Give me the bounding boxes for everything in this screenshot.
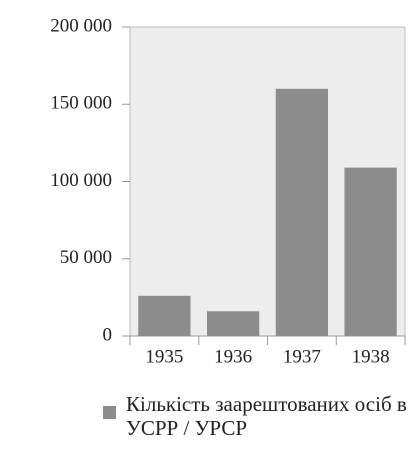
y-tick-label: 0 [103, 324, 113, 345]
legend-swatch [103, 406, 116, 419]
bar [138, 295, 191, 336]
x-tick-label: 1936 [214, 346, 252, 367]
y-tick-label: 50 000 [60, 247, 112, 268]
bar [207, 311, 260, 336]
y-tick-label: 200 000 [50, 15, 112, 36]
legend: Кількість заарештованих осіб в УСРР / УР… [103, 392, 411, 440]
x-tick-label: 1938 [352, 346, 390, 367]
y-tick-label: 100 000 [50, 170, 112, 191]
x-tick-label: 1937 [283, 346, 321, 367]
bar [344, 167, 397, 336]
legend-label: Кількість заарештованих осіб в УСРР / УР… [126, 392, 407, 440]
chart: 0 50 000 100 000 150 000 200 000 1935 1936 1937… [50, 15, 406, 367]
bar [275, 88, 328, 336]
x-tick-label: 1935 [145, 346, 183, 367]
y-tick-label: 150 000 [50, 93, 112, 114]
